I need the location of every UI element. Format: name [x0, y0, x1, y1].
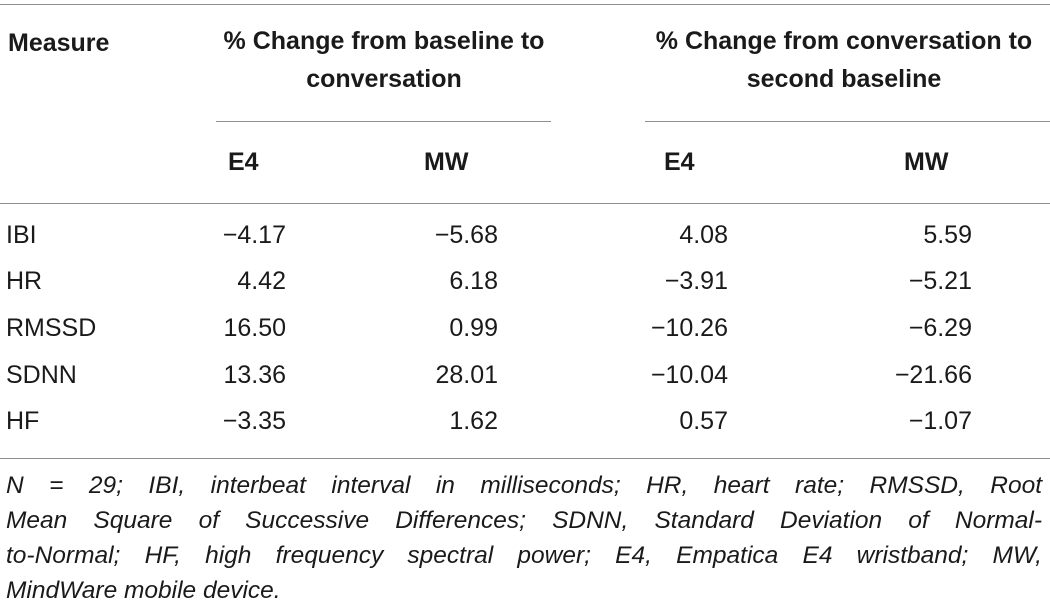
- cell-value: 1.62: [449, 407, 498, 435]
- cell-value: −3.91: [664, 267, 728, 295]
- subheader-mw-1: MW: [424, 148, 469, 176]
- row-measure: RMSSD: [6, 314, 97, 342]
- footnote-line: Mean Square of Successive Differences; S…: [6, 507, 1042, 534]
- row-measure: IBI: [6, 221, 37, 249]
- footnote-line: to-Normal; HF, high frequency spectral p…: [6, 542, 1042, 569]
- header-group-baseline-to-conversation: % Change from baseline to conversation: [223, 27, 545, 93]
- row-measure: SDNN: [6, 361, 77, 389]
- cell-value: 6.18: [449, 267, 498, 295]
- cell-value: 5.59: [923, 221, 972, 249]
- cell-value: −3.35: [222, 407, 286, 435]
- subheader-mw-2: MW: [904, 148, 949, 176]
- cell-value: 0.99: [449, 314, 498, 342]
- table-footnote: N = 29; IBI, interbeat interval in milli…: [6, 468, 1042, 608]
- header-measure: Measure: [8, 29, 110, 57]
- row-measure: HF: [6, 407, 40, 435]
- group1-rule: [216, 121, 551, 122]
- cell-value: −10.04: [650, 361, 728, 389]
- cell-value: −5.21: [908, 267, 972, 295]
- cell-value: −4.17: [222, 221, 286, 249]
- cell-value: 4.42: [237, 267, 286, 295]
- cell-value: −6.29: [908, 314, 972, 342]
- cell-value: −21.66: [894, 361, 972, 389]
- cell-value: 28.01: [435, 361, 498, 389]
- cell-value: 0.57: [679, 407, 728, 435]
- cell-value: 13.36: [223, 361, 286, 389]
- bottom-rule: [0, 458, 1050, 459]
- row-measure: HR: [6, 267, 43, 295]
- cell-value: 4.08: [679, 221, 728, 249]
- subheader-e4-2: E4: [664, 148, 695, 176]
- group2-rule: [645, 121, 1050, 122]
- subheader-e4-1: E4: [228, 148, 259, 176]
- footnote-line: N = 29; IBI, interbeat interval in milli…: [6, 472, 1042, 499]
- top-rule: [0, 4, 1050, 5]
- header-group-conversation-to-second-baseline: % Change from conversation to second bas…: [655, 27, 1033, 93]
- footnote-line: MindWare mobile device.: [6, 577, 281, 604]
- cell-value: −5.68: [434, 221, 498, 249]
- cell-value: −1.07: [908, 407, 972, 435]
- cell-value: 16.50: [223, 314, 286, 342]
- cell-value: −10.26: [650, 314, 728, 342]
- header-rule: [0, 203, 1050, 204]
